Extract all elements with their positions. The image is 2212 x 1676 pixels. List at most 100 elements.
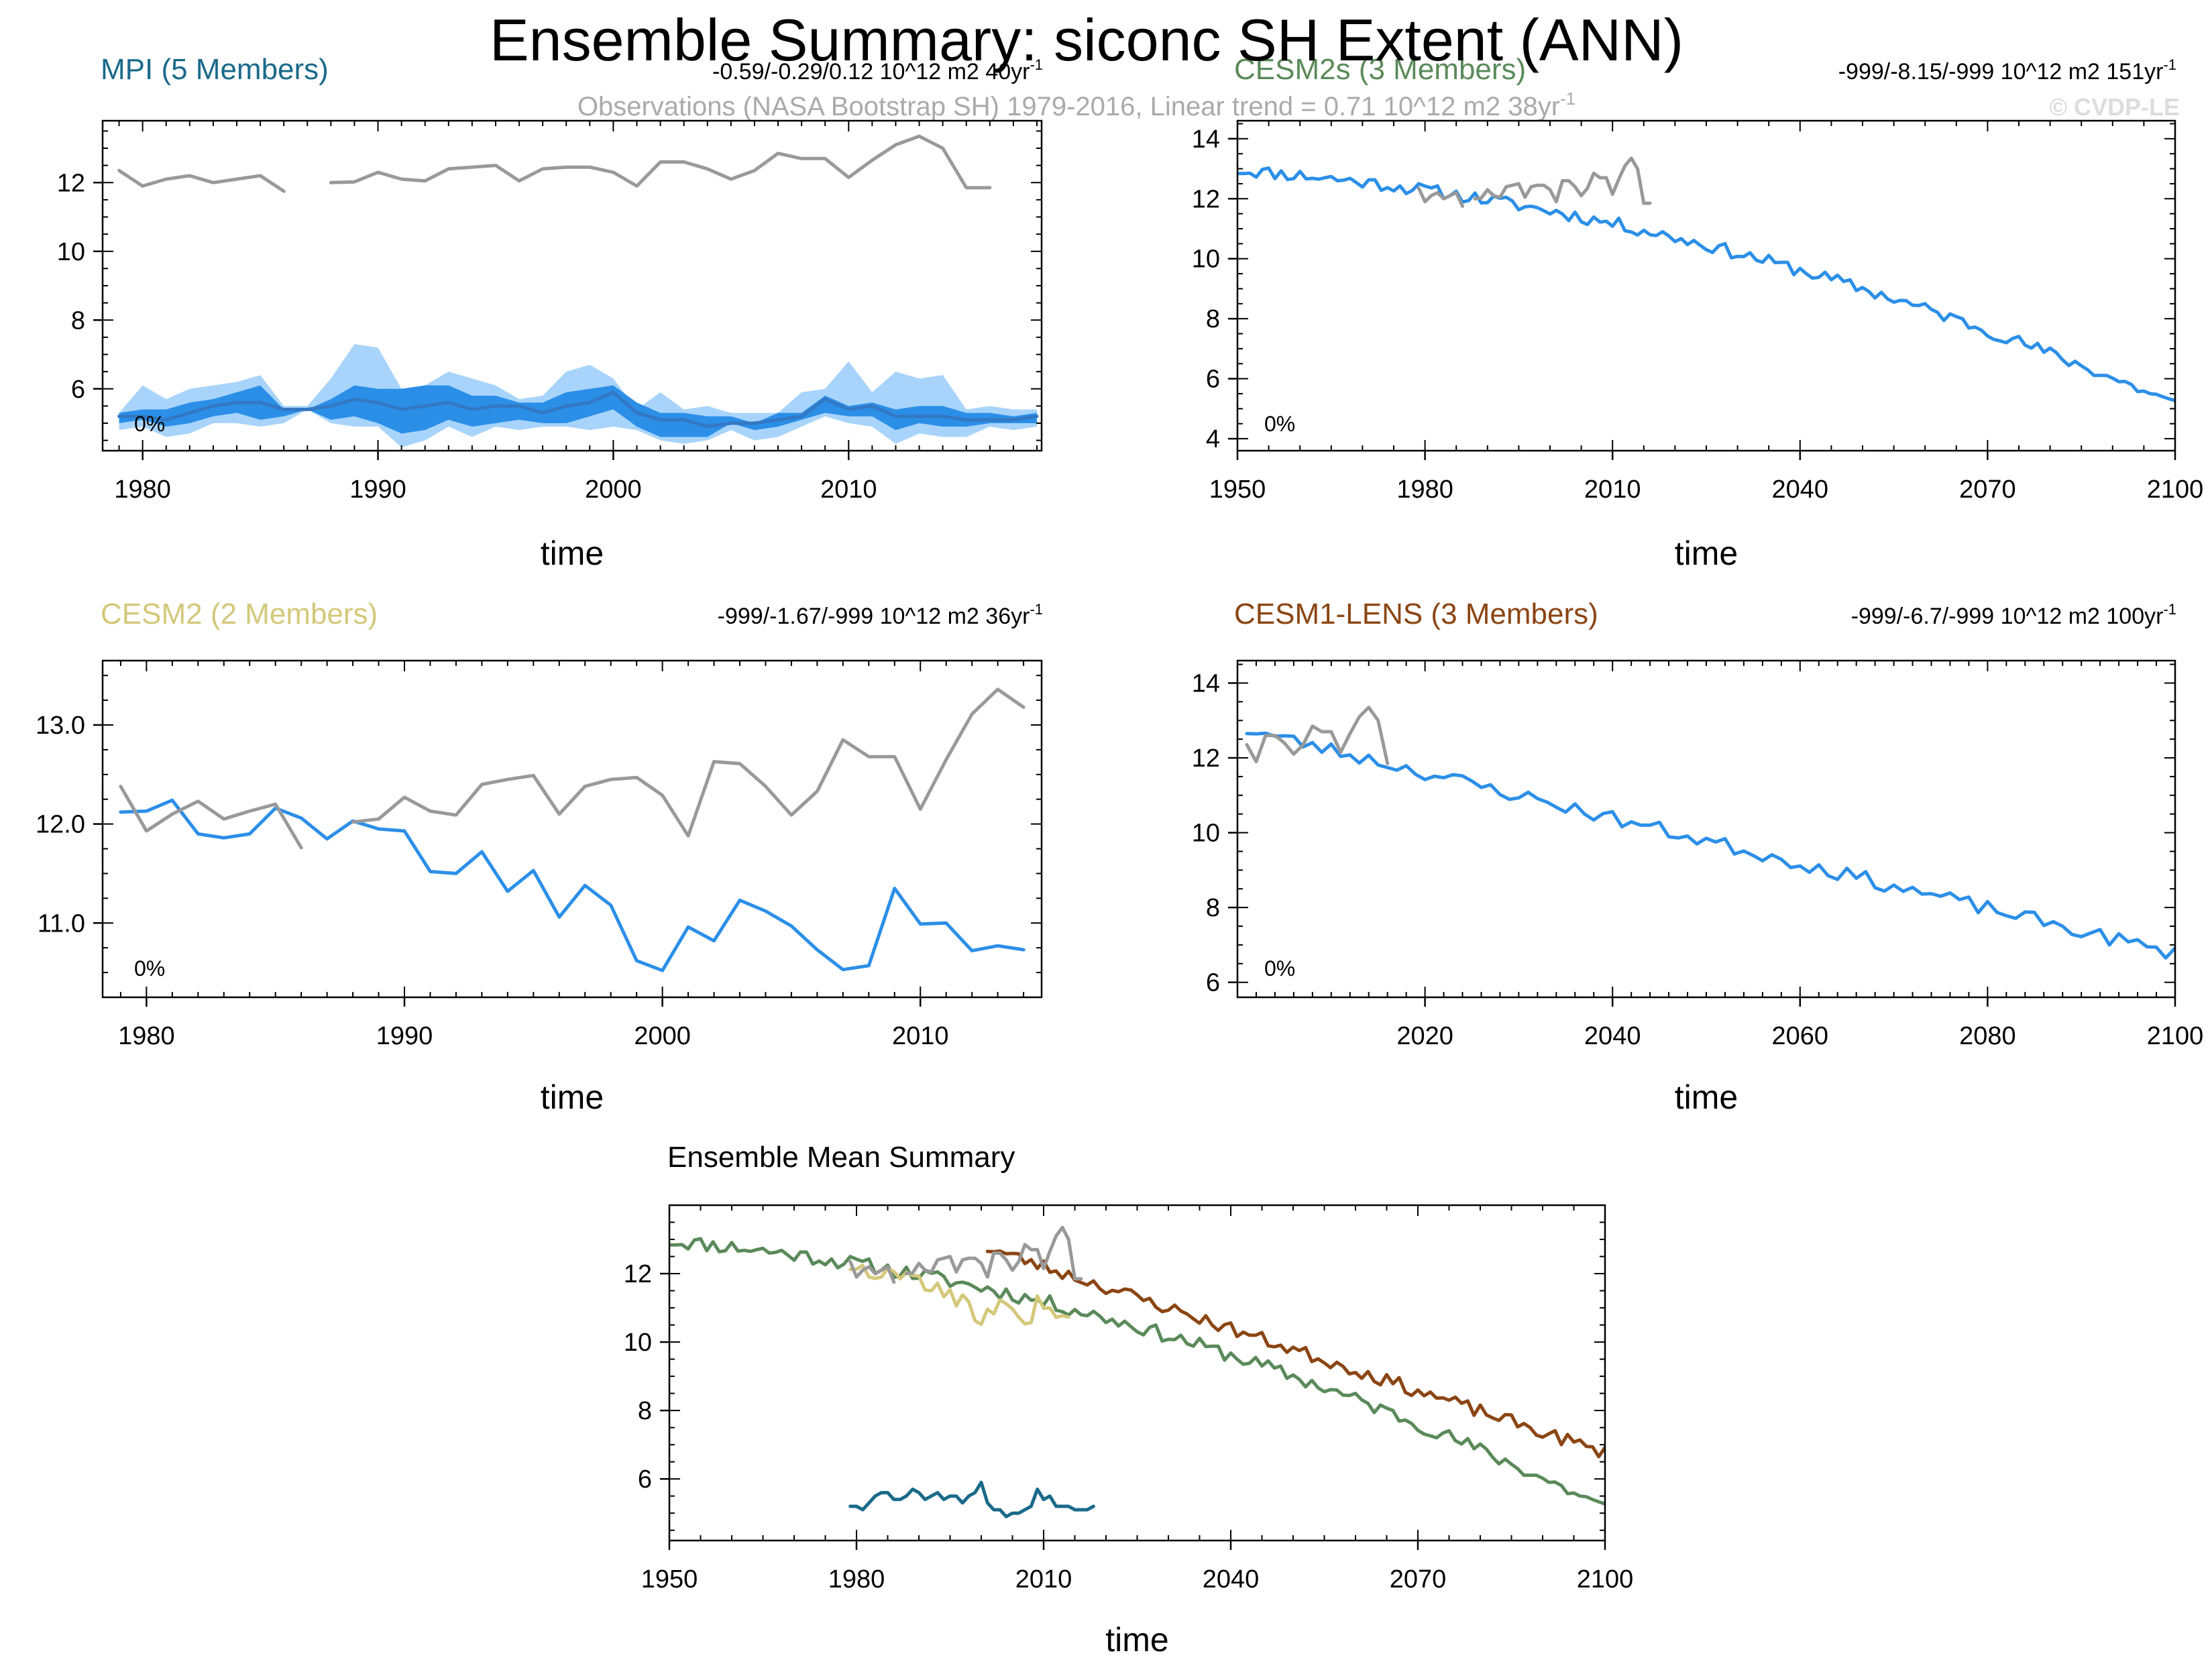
series-line-mpi-1-1 xyxy=(329,134,992,190)
series-line-summary-3-0 xyxy=(848,1480,1095,1518)
x-tick-label: 2040 xyxy=(1203,1565,1260,1594)
series-line-cesm2s-1-1 xyxy=(1473,156,1652,205)
trend-value: -999/-1.67/-999 10^12 m2 36yr xyxy=(718,604,1030,629)
trend-value: -0.59/-0.29/0.12 10^12 m2 40yr xyxy=(712,59,1030,85)
chart-panel-cesm2: 1980 1990 2000 2010 11.0 12.0 13.0 CESM2 (2 Mem… xyxy=(36,598,1043,1116)
y-tick-label: 10 xyxy=(624,1329,652,1357)
y-tick-label: 6 xyxy=(1206,366,1220,394)
x-axis-label-cesm2: time xyxy=(541,1078,604,1116)
pct-label-mpi: 0% xyxy=(134,412,165,436)
series-line-summary-4-0 xyxy=(848,1260,896,1284)
x-axis-label-summary: time xyxy=(1105,1621,1168,1659)
y-tick-label: 6 xyxy=(638,1465,652,1494)
y-tick-label: 6 xyxy=(1206,969,1220,997)
panel-title-cesm2: CESM2 (2 Members) xyxy=(101,598,378,630)
series-line-summary-2-0 xyxy=(848,1264,1070,1327)
series-line-cesm2-0-0 xyxy=(119,798,1026,972)
x-axis-label-cesm1: time xyxy=(1675,1078,1738,1116)
panel-trend-cesm2: -999/-1.67/-999 10^12 m2 36yr-1 xyxy=(718,601,1043,629)
chart-panel-summary: 1950 1980 2010 2040 2070 2100 6 8 10 12 Ensemble M… xyxy=(624,1141,1634,1659)
x-tick-label: 1980 xyxy=(828,1565,885,1594)
y-tick-label: 12 xyxy=(624,1260,652,1288)
x-tick-label: 1950 xyxy=(641,1565,698,1594)
x-tick-label: 2100 xyxy=(1577,1565,1634,1594)
y-tick-label: 8 xyxy=(1206,894,1220,922)
y-tick-label: 12 xyxy=(57,169,85,197)
x-tick-label: 2010 xyxy=(1584,476,1641,504)
x-axis-label-cesm2s: time xyxy=(1675,535,1738,572)
x-tick-label: 2080 xyxy=(1959,1022,2016,1050)
trend-value: -999/-6.7/-999 10^12 m2 100yr xyxy=(1851,604,2164,629)
x-tick-label: 1980 xyxy=(114,476,171,504)
series-line-cesm2-1-0 xyxy=(119,785,303,850)
y-tick-label: 10 xyxy=(1192,820,1220,848)
x-tick-label: 2000 xyxy=(585,476,642,504)
plot-area-mpi xyxy=(117,134,1039,447)
plot-area-summary xyxy=(669,1225,1605,1518)
trend-sup: -1 xyxy=(1030,56,1043,73)
y-tick-label: 8 xyxy=(1206,305,1220,333)
figure-title: Ensemble Summary: siconc SH Extent (ANN) xyxy=(490,7,1683,73)
x-tick-label: 1950 xyxy=(1209,476,1266,504)
panel-title-mpi: MPI (5 Members) xyxy=(101,53,329,86)
trend-value: -999/-8.15/-999 10^12 m2 151yr xyxy=(1838,59,2164,85)
y-tick-label: 6 xyxy=(71,376,85,404)
panel-title-summary: Ensemble Mean Summary xyxy=(667,1141,1015,1174)
x-tick-label: 2060 xyxy=(1772,1022,1829,1050)
x-tick-label: 2040 xyxy=(1772,476,1829,504)
copyright-watermark: © CVDP-LE xyxy=(2049,93,2180,121)
y-tick-label: 14 xyxy=(1192,125,1220,154)
pct-label-cesm2: 0% xyxy=(134,956,165,981)
series-line-cesm1-1-0 xyxy=(1245,706,1390,765)
panel-trend-mpi: -0.59/-0.29/0.12 10^12 m2 40yr-1 xyxy=(712,56,1043,85)
y-tick-label: 10 xyxy=(57,238,85,266)
series-line-cesm2-1-1 xyxy=(351,687,1026,838)
plot-area-cesm2 xyxy=(119,687,1026,972)
x-tick-label: 2100 xyxy=(2147,476,2204,504)
series-line-mpi-0-0 xyxy=(117,390,1039,429)
x-tick-label: 2010 xyxy=(892,1022,949,1050)
plot-area-cesm2s xyxy=(1237,156,2175,402)
x-tick-label: 2000 xyxy=(634,1022,691,1050)
x-tick-label: 2010 xyxy=(820,476,877,504)
series-line-cesm1-0-0 xyxy=(1245,731,2175,960)
panel-title-cesm1: CESM1-LENS (3 Members) xyxy=(1234,598,1598,630)
series-line-cesm2s-0-0 xyxy=(1237,166,2175,402)
panel-trend-cesm2s: -999/-8.15/-999 10^12 m2 151yr-1 xyxy=(1838,56,2176,85)
trend-sup: -1 xyxy=(2163,56,2176,73)
x-tick-label: 2040 xyxy=(1584,1022,1641,1050)
series-line-summary-0-0 xyxy=(669,1237,1605,1506)
panel-title-cesm2s: CESM2s (3 Members) xyxy=(1234,53,1526,86)
figure-subtitle: Observations (NASA Bootstrap SH) 1979-20… xyxy=(577,89,1575,121)
x-axis-label-mpi: time xyxy=(541,535,604,572)
x-tick-label: 2100 xyxy=(2147,1022,2204,1050)
x-tick-label: 2020 xyxy=(1396,1022,1453,1050)
x-tick-label: 2010 xyxy=(1015,1565,1072,1594)
y-tick-label: 8 xyxy=(71,306,85,335)
chart-panel-mpi: 1980 1990 2000 2010 6 8 10 12 MPI (5 Members) -0.… xyxy=(57,53,1043,572)
y-tick-label: 11.0 xyxy=(38,909,85,938)
plot-frame-cesm1 xyxy=(1236,659,2176,999)
x-tick-label: 1990 xyxy=(349,476,406,504)
y-tick-label: 12 xyxy=(1192,744,1220,773)
series-line-mpi-1-0 xyxy=(117,168,286,193)
plot-area-cesm1 xyxy=(1245,706,2175,960)
panel-trend-cesm1: -999/-6.7/-999 10^12 m2 100yr-1 xyxy=(1851,601,2176,629)
band-mpi-1 xyxy=(119,385,1037,437)
trend-sup: -1 xyxy=(1030,601,1043,618)
pct-label-cesm1: 0% xyxy=(1264,956,1295,981)
y-tick-label: 8 xyxy=(638,1397,652,1425)
x-tick-label: 1980 xyxy=(1396,476,1453,504)
y-tick-label: 4 xyxy=(1206,425,1220,453)
figure-subtitle-sup: -1 xyxy=(1560,89,1575,109)
series-line-summary-1-0 xyxy=(985,1249,1605,1459)
y-tick-label: 13.0 xyxy=(36,712,85,740)
x-tick-label: 1980 xyxy=(118,1022,175,1050)
x-tick-label: 2070 xyxy=(1959,476,2016,504)
series-line-cesm2s-1-0 xyxy=(1417,186,1464,208)
y-tick-label: 14 xyxy=(1192,669,1220,697)
y-tick-label: 12.0 xyxy=(36,811,85,839)
y-tick-label: 12 xyxy=(1192,185,1220,213)
y-tick-label: 10 xyxy=(1192,245,1220,274)
